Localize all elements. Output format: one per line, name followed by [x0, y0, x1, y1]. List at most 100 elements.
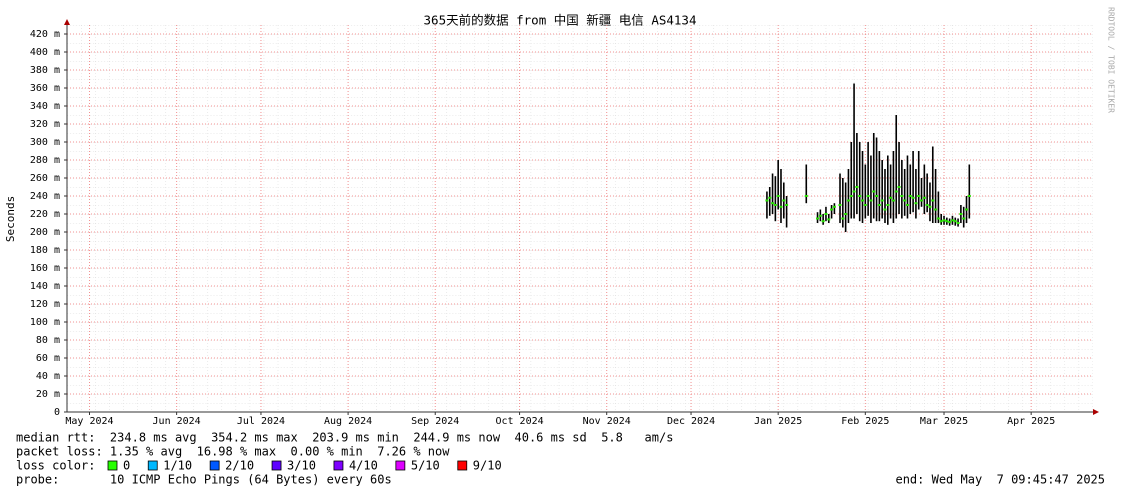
y-tick-label: 220 m	[30, 209, 60, 220]
median-rtt	[956, 222, 960, 224]
y-tick-label: 320 m	[30, 119, 60, 130]
x-axis-arrow	[1093, 409, 1099, 415]
loss-swatch	[333, 460, 344, 471]
median-rtt	[858, 195, 862, 197]
y-axis-label: Seconds	[4, 196, 17, 242]
median-rtt	[883, 208, 887, 211]
median-rtt	[861, 199, 865, 202]
median-rtt	[877, 204, 881, 206]
y-tick-label: 200 m	[30, 227, 60, 238]
median-rtt	[889, 196, 893, 199]
median-rtt	[849, 195, 853, 197]
median-rtt	[936, 217, 940, 220]
median-rtt	[911, 196, 915, 199]
median-rtt	[922, 196, 926, 199]
x-tick-label: Nov 2024	[583, 416, 631, 427]
median-rtt	[866, 195, 870, 197]
median-rtt	[920, 199, 924, 202]
y-tick-label: 380 m	[30, 65, 60, 76]
x-tick-label: Oct 2024	[495, 416, 543, 427]
median-rtt	[827, 218, 831, 221]
x-tick-label: May 2024	[65, 416, 113, 427]
y-tick-label: 40 m	[36, 371, 60, 382]
median-rtt	[959, 213, 963, 215]
median-rtt	[821, 220, 825, 223]
y-tick-label: 420 m	[30, 29, 60, 40]
y-tick-label: 20 m	[36, 389, 60, 400]
watermark: RRDTOOL / TOBI OETIKER	[1107, 7, 1116, 113]
median-rtt	[897, 186, 901, 188]
y-tick-label: 180 m	[30, 245, 60, 256]
median-rtt	[917, 195, 921, 197]
median-rtt	[905, 204, 909, 206]
y-tick-label: 140 m	[30, 281, 60, 292]
x-tick-label: Aug 2024	[324, 416, 372, 427]
y-tick-label: 120 m	[30, 299, 60, 310]
loss-label: 2/10	[225, 459, 254, 473]
grid-layer	[67, 25, 1093, 413]
median-rtt	[894, 190, 898, 193]
median-rtt	[779, 205, 783, 208]
y-tick-label: 0	[54, 407, 60, 418]
loss-label: 4/10	[349, 459, 378, 473]
loss-swatch	[147, 460, 158, 471]
median-rtt	[768, 196, 772, 199]
median-rtt	[824, 213, 828, 215]
stats-line: packet loss: 1.35 % avg 16.98 % max 0.00…	[16, 445, 450, 459]
median-rtt	[950, 219, 954, 222]
x-tick-label: Dec 2024	[667, 416, 715, 427]
median-rtt	[869, 199, 873, 202]
median-rtt	[967, 195, 971, 197]
probe: probe: 10 ICMP Echo Pings (64 Bytes) eve…	[16, 473, 392, 487]
loss-legend: 0 1/10 2/10 3/10 4/10 5/10 9/10	[107, 459, 502, 473]
loss-label: 0	[123, 459, 130, 473]
median-rtt	[771, 202, 775, 205]
median-rtt	[782, 199, 786, 202]
loss-swatch	[107, 460, 118, 471]
loss-swatch	[209, 460, 220, 471]
median-rtt	[846, 199, 850, 202]
median-rtt	[891, 199, 895, 202]
x-tick-label: Feb 2025	[841, 416, 889, 427]
loss-label: 3/10	[287, 459, 316, 473]
median-rtt	[852, 190, 856, 193]
median-rtt	[863, 204, 867, 206]
loss-legend-label: loss color:	[16, 459, 95, 473]
median-rtt	[875, 195, 879, 197]
median-rtt	[908, 195, 912, 197]
median-rtt	[765, 199, 769, 202]
marks-layer	[765, 83, 971, 232]
median-rtt	[776, 195, 780, 197]
median-rtt	[965, 208, 969, 211]
median-rtt	[939, 220, 943, 223]
median-rtt	[785, 204, 789, 206]
x-tick-label: Apr 2025	[1007, 416, 1055, 427]
median-rtt	[773, 204, 777, 206]
loss-swatch	[395, 460, 406, 471]
median-rtt	[880, 199, 884, 202]
loss-label: 1/10	[163, 459, 192, 473]
y-tick-label: 340 m	[30, 101, 60, 112]
median-rtt	[934, 208, 938, 211]
median-rtt	[942, 219, 946, 222]
median-rtt	[953, 220, 957, 223]
median-rtt	[841, 217, 845, 220]
y-tick-label: 60 m	[36, 353, 60, 364]
median-rtt	[928, 205, 932, 208]
loss-label: 9/10	[473, 459, 502, 473]
median-rtt	[948, 221, 952, 224]
x-tick-label: Mar 2025	[920, 416, 968, 427]
median-rtt	[838, 204, 842, 206]
median-rtt	[931, 199, 935, 202]
median-rtt	[886, 204, 890, 206]
median-rtt	[914, 202, 918, 205]
y-tick-label: 400 m	[30, 47, 60, 58]
x-tick-label: Jan 2025	[754, 416, 802, 427]
median-rtt	[872, 190, 876, 193]
median-rtt	[844, 213, 848, 215]
minor-grid	[67, 25, 1093, 412]
y-tick-label: 80 m	[36, 335, 60, 346]
end-time: end: Wed May 7 09:45:47 2025	[895, 473, 1105, 487]
stats-line: median rtt: 234.8 ms avg 354.2 ms max 20…	[16, 431, 673, 445]
